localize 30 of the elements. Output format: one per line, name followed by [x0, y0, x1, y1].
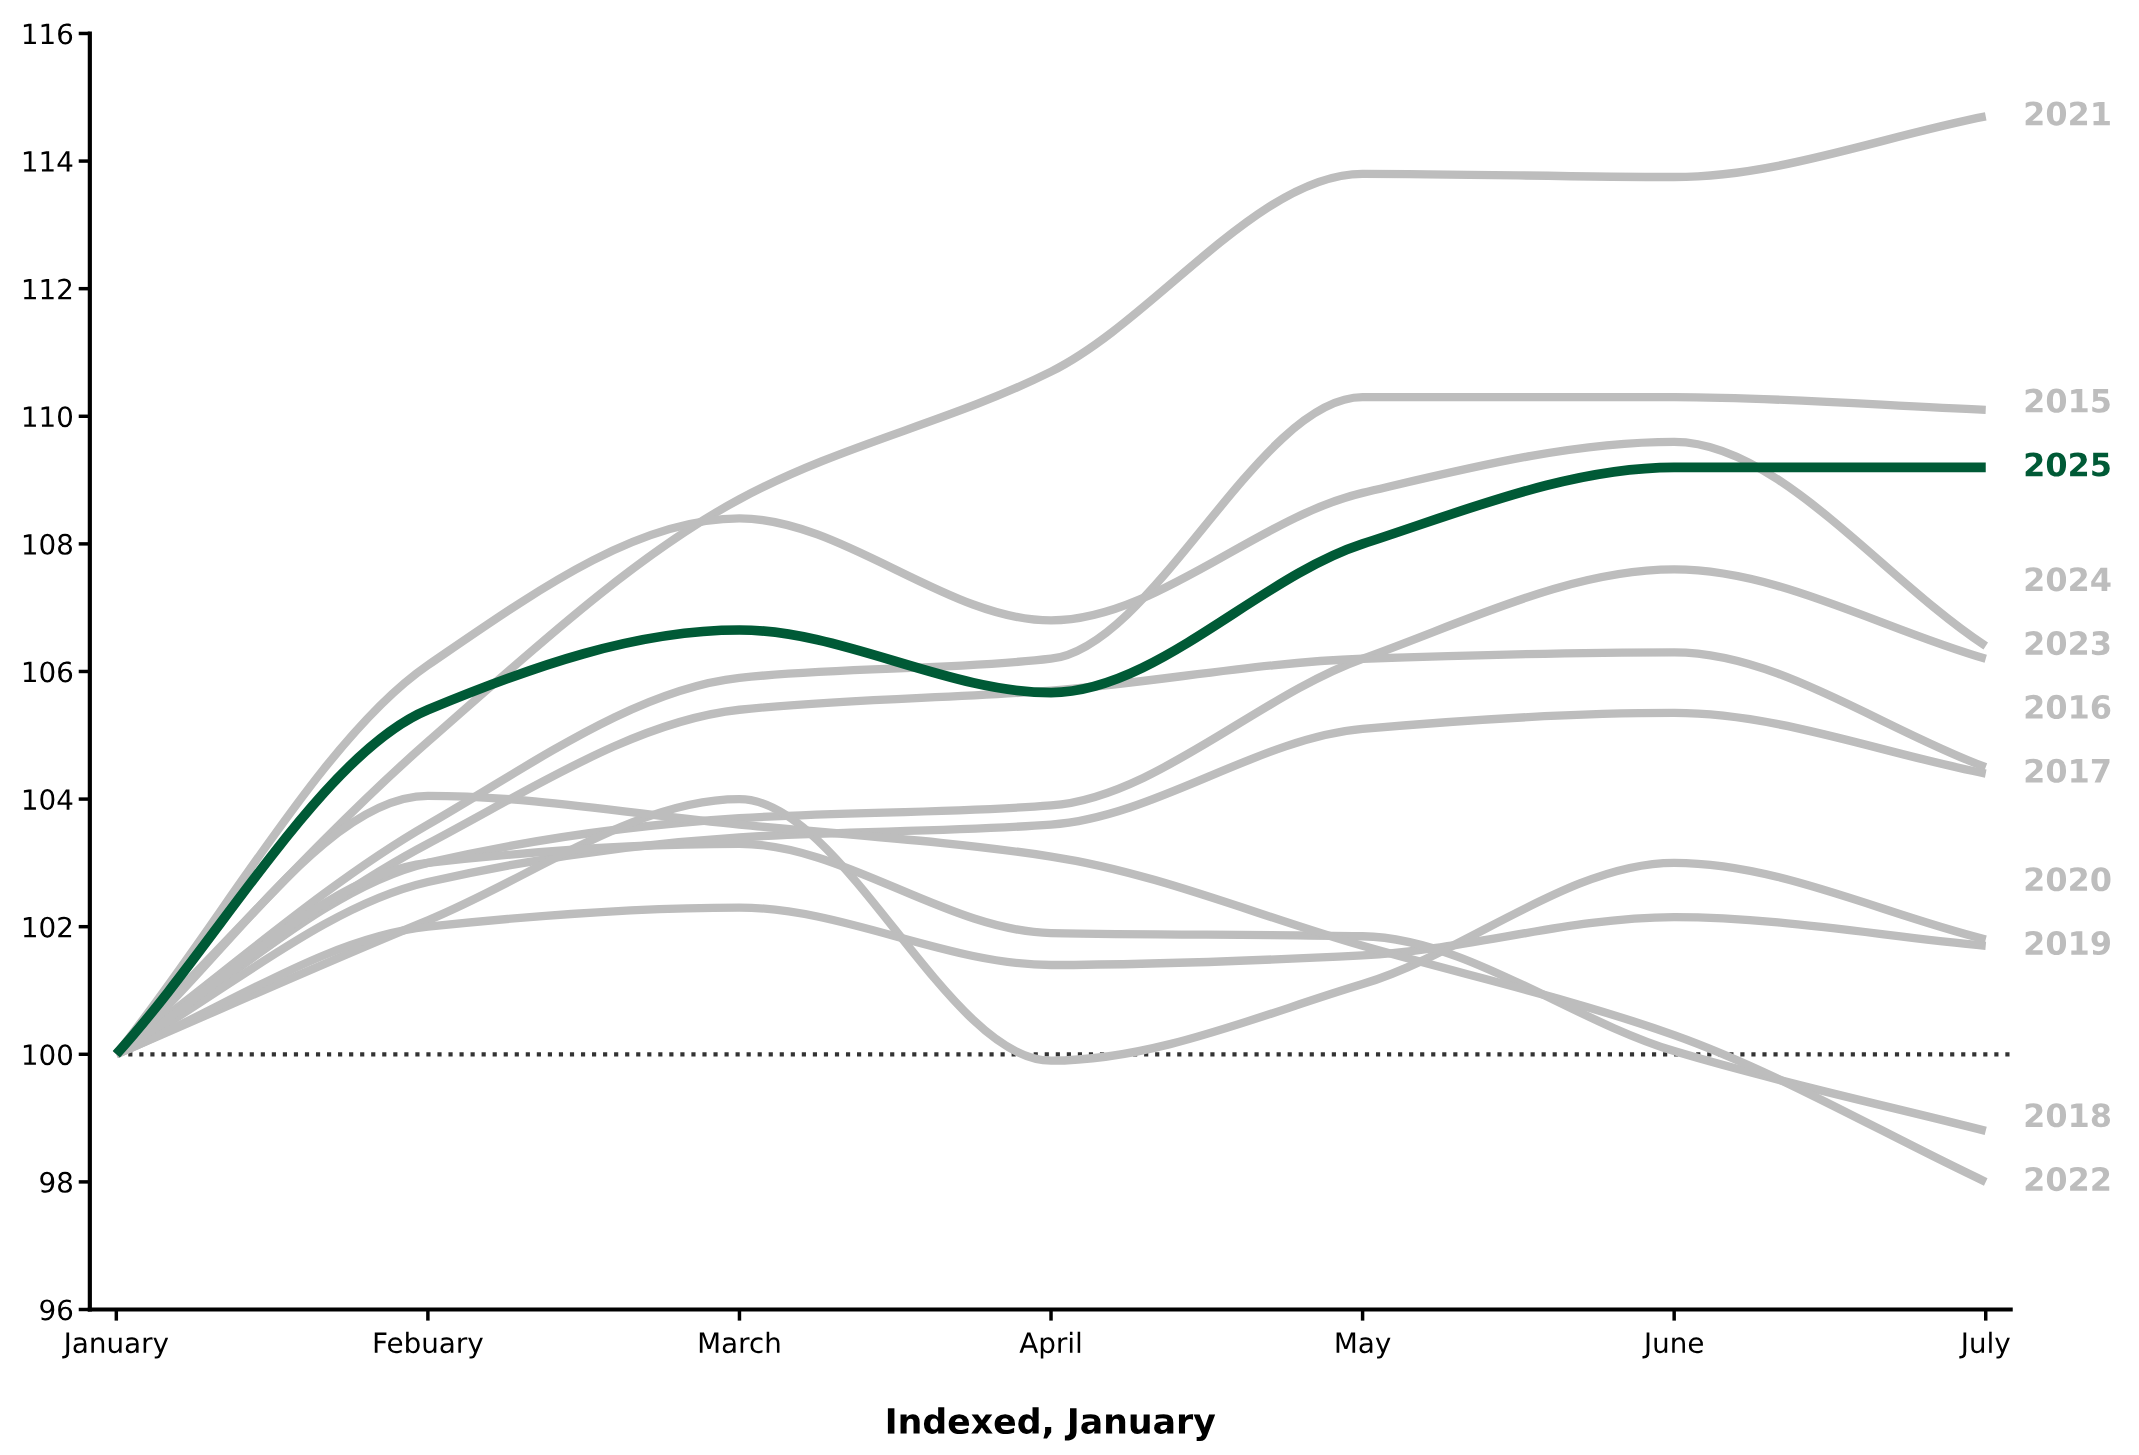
x-tick-label: January	[62, 1332, 169, 1359]
series-label: 2020	[2025, 867, 2111, 892]
y-tick-label: 116	[23, 23, 73, 45]
series-label: 2025	[2025, 452, 2110, 477]
y-tick-label: 104	[23, 789, 73, 811]
y-tick-label: 102	[23, 916, 72, 938]
x-tick-label: May	[1336, 1332, 1391, 1359]
series-label: 2016	[2025, 694, 2111, 720]
x-tick-label: April	[1019, 1331, 1081, 1359]
x-tick-label: March	[699, 1331, 780, 1354]
y-tick-label: 98	[40, 1171, 72, 1193]
x-tick-label: June	[1642, 1332, 1703, 1359]
series-label: 2022	[2025, 1167, 2110, 1192]
x-tick-label: July	[1959, 1331, 2010, 1359]
y-tick-label: 100	[23, 1044, 73, 1066]
series-label: 2023	[2025, 631, 2110, 656]
y-tick-label: 112	[23, 278, 72, 300]
series-label: 2018	[2025, 1103, 2111, 1128]
y-tick-label: 108	[23, 533, 72, 555]
series-label: 2017	[2025, 758, 2110, 783]
series-label: 2021	[2025, 101, 2110, 126]
y-tick-label: 96	[40, 1299, 73, 1321]
text: 2024	[2025, 567, 2111, 592]
y-tick-label: 114	[23, 151, 73, 172]
y-tick-label: 110	[23, 406, 73, 428]
series-label: 2015	[2025, 388, 2110, 413]
x-tick-label: Febuary	[374, 1331, 483, 1359]
y-tick-label: 106	[23, 661, 73, 683]
x-axis-title: Indexed, January	[887, 1407, 1216, 1442]
series-label: 2019	[2025, 930, 2110, 956]
